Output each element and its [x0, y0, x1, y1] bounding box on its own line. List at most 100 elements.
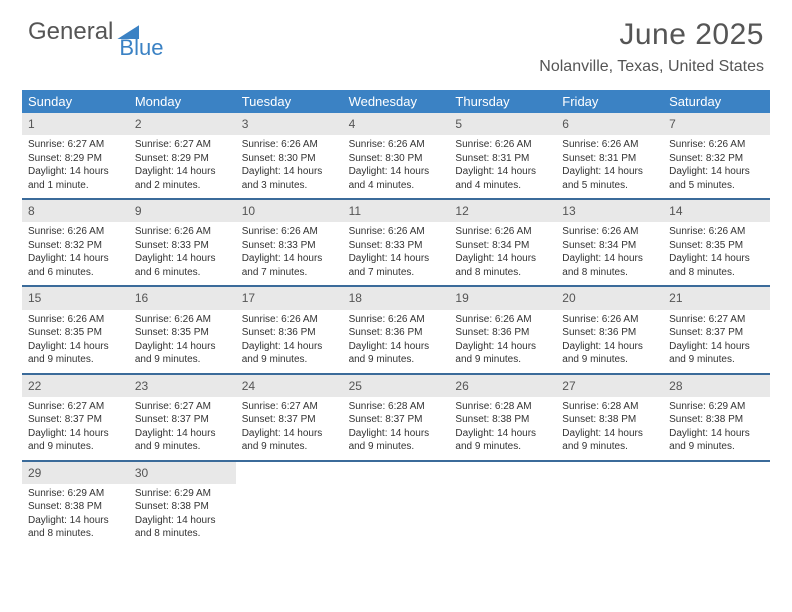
day-number: 18 [343, 287, 450, 309]
day-number: 23 [129, 375, 236, 397]
daylight-line2: and 1 minute. [28, 179, 123, 193]
daylight-line2: and 4 minutes. [455, 179, 550, 193]
calendar-week: 1Sunrise: 6:27 AMSunset: 8:29 PMDaylight… [22, 113, 770, 200]
day-cell: 22Sunrise: 6:27 AMSunset: 8:37 PMDayligh… [22, 375, 129, 460]
day-body: Sunrise: 6:26 AMSunset: 8:31 PMDaylight:… [449, 135, 556, 198]
sunset-label: Sunset: 8:38 PM [562, 413, 657, 427]
day-body: Sunrise: 6:27 AMSunset: 8:37 PMDaylight:… [22, 397, 129, 460]
day-cell: 8Sunrise: 6:26 AMSunset: 8:32 PMDaylight… [22, 200, 129, 285]
day-cell: 10Sunrise: 6:26 AMSunset: 8:33 PMDayligh… [236, 200, 343, 285]
day-body: Sunrise: 6:26 AMSunset: 8:34 PMDaylight:… [449, 222, 556, 285]
calendar-weeks: 1Sunrise: 6:27 AMSunset: 8:29 PMDaylight… [22, 113, 770, 547]
day-cell: 17Sunrise: 6:26 AMSunset: 8:36 PMDayligh… [236, 287, 343, 372]
daylight-line1: Daylight: 14 hours [349, 252, 444, 266]
daylight-line2: and 8 minutes. [455, 266, 550, 280]
sunset-label: Sunset: 8:38 PM [669, 413, 764, 427]
sunrise-label: Sunrise: 6:26 AM [28, 313, 123, 327]
daylight-line2: and 5 minutes. [562, 179, 657, 193]
day-body: Sunrise: 6:26 AMSunset: 8:33 PMDaylight:… [343, 222, 450, 285]
daylight-line1: Daylight: 14 hours [455, 427, 550, 441]
day-body: Sunrise: 6:27 AMSunset: 8:37 PMDaylight:… [236, 397, 343, 460]
day-body: Sunrise: 6:27 AMSunset: 8:29 PMDaylight:… [22, 135, 129, 198]
day-body: Sunrise: 6:27 AMSunset: 8:29 PMDaylight:… [129, 135, 236, 198]
daylight-line2: and 5 minutes. [669, 179, 764, 193]
day-body: Sunrise: 6:26 AMSunset: 8:36 PMDaylight:… [236, 310, 343, 373]
page-header: General Blue June 2025 Nolanville, Texas… [0, 0, 792, 82]
day-cell: . [236, 462, 343, 547]
day-body: Sunrise: 6:29 AMSunset: 8:38 PMDaylight:… [129, 484, 236, 547]
daylight-line2: and 9 minutes. [135, 353, 230, 367]
day-number: 19 [449, 287, 556, 309]
sunrise-label: Sunrise: 6:26 AM [135, 313, 230, 327]
day-body: Sunrise: 6:29 AMSunset: 8:38 PMDaylight:… [22, 484, 129, 547]
day-number: 10 [236, 200, 343, 222]
day-body: Sunrise: 6:26 AMSunset: 8:30 PMDaylight:… [343, 135, 450, 198]
day-cell: 2Sunrise: 6:27 AMSunset: 8:29 PMDaylight… [129, 113, 236, 198]
daylight-line1: Daylight: 14 hours [669, 252, 764, 266]
sunrise-label: Sunrise: 6:29 AM [135, 487, 230, 501]
daylight-line2: and 9 minutes. [562, 440, 657, 454]
day-cell: 1Sunrise: 6:27 AMSunset: 8:29 PMDaylight… [22, 113, 129, 198]
day-body: Sunrise: 6:26 AMSunset: 8:34 PMDaylight:… [556, 222, 663, 285]
logo-word2: Blue [119, 35, 163, 61]
day-cell: 16Sunrise: 6:26 AMSunset: 8:35 PMDayligh… [129, 287, 236, 372]
sunset-label: Sunset: 8:37 PM [28, 413, 123, 427]
daylight-line1: Daylight: 14 hours [455, 252, 550, 266]
sunset-label: Sunset: 8:30 PM [242, 152, 337, 166]
sunrise-label: Sunrise: 6:26 AM [242, 138, 337, 152]
sunset-label: Sunset: 8:35 PM [135, 326, 230, 340]
sunset-label: Sunset: 8:38 PM [135, 500, 230, 514]
day-cell: 24Sunrise: 6:27 AMSunset: 8:37 PMDayligh… [236, 375, 343, 460]
sunset-label: Sunset: 8:29 PM [28, 152, 123, 166]
day-cell: 4Sunrise: 6:26 AMSunset: 8:30 PMDaylight… [343, 113, 450, 198]
day-number: 6 [556, 113, 663, 135]
day-body: Sunrise: 6:26 AMSunset: 8:36 PMDaylight:… [449, 310, 556, 373]
location-label: Nolanville, Texas, United States [539, 58, 764, 76]
day-number: 17 [236, 287, 343, 309]
sunset-label: Sunset: 8:35 PM [669, 239, 764, 253]
sunrise-label: Sunrise: 6:26 AM [562, 313, 657, 327]
daylight-line2: and 7 minutes. [242, 266, 337, 280]
daylight-line1: Daylight: 14 hours [135, 252, 230, 266]
daylight-line1: Daylight: 14 hours [669, 340, 764, 354]
day-number: 1 [22, 113, 129, 135]
sunset-label: Sunset: 8:36 PM [242, 326, 337, 340]
weekday-saturday: Saturday [663, 90, 770, 113]
sunrise-label: Sunrise: 6:28 AM [349, 400, 444, 414]
day-number: 25 [343, 375, 450, 397]
day-number: 14 [663, 200, 770, 222]
day-cell: 6Sunrise: 6:26 AMSunset: 8:31 PMDaylight… [556, 113, 663, 198]
day-cell: 13Sunrise: 6:26 AMSunset: 8:34 PMDayligh… [556, 200, 663, 285]
weekday-thursday: Thursday [449, 90, 556, 113]
daylight-line2: and 9 minutes. [28, 353, 123, 367]
day-number: 8 [22, 200, 129, 222]
daylight-line2: and 3 minutes. [242, 179, 337, 193]
sunrise-label: Sunrise: 6:26 AM [562, 138, 657, 152]
sunset-label: Sunset: 8:37 PM [349, 413, 444, 427]
sunrise-label: Sunrise: 6:27 AM [242, 400, 337, 414]
day-body: Sunrise: 6:26 AMSunset: 8:33 PMDaylight:… [129, 222, 236, 285]
daylight-line2: and 9 minutes. [669, 440, 764, 454]
daylight-line2: and 9 minutes. [455, 353, 550, 367]
sunset-label: Sunset: 8:32 PM [669, 152, 764, 166]
daylight-line1: Daylight: 14 hours [349, 340, 444, 354]
daylight-line1: Daylight: 14 hours [349, 165, 444, 179]
sunset-label: Sunset: 8:31 PM [562, 152, 657, 166]
daylight-line1: Daylight: 14 hours [242, 165, 337, 179]
sunrise-label: Sunrise: 6:27 AM [135, 400, 230, 414]
day-number: 12 [449, 200, 556, 222]
day-number: 9 [129, 200, 236, 222]
day-body: Sunrise: 6:26 AMSunset: 8:35 PMDaylight:… [22, 310, 129, 373]
sunset-label: Sunset: 8:33 PM [135, 239, 230, 253]
sunset-label: Sunset: 8:37 PM [242, 413, 337, 427]
daylight-line1: Daylight: 14 hours [562, 252, 657, 266]
sunrise-label: Sunrise: 6:26 AM [455, 138, 550, 152]
daylight-line1: Daylight: 14 hours [455, 340, 550, 354]
day-number: 3 [236, 113, 343, 135]
daylight-line2: and 9 minutes. [242, 440, 337, 454]
day-cell: 30Sunrise: 6:29 AMSunset: 8:38 PMDayligh… [129, 462, 236, 547]
day-cell: . [663, 462, 770, 547]
daylight-line1: Daylight: 14 hours [28, 340, 123, 354]
weekday-wednesday: Wednesday [343, 90, 450, 113]
sunrise-label: Sunrise: 6:27 AM [135, 138, 230, 152]
